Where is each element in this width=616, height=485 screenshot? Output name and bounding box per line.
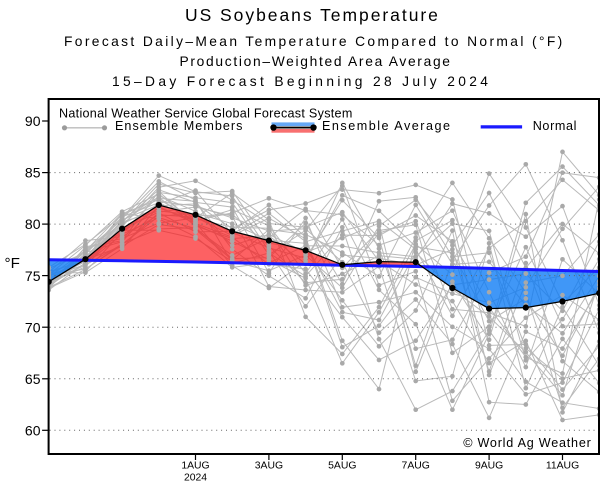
svg-text:60: 60 (25, 422, 41, 438)
svg-text:US Soybeans Temperature: US Soybeans Temperature (185, 5, 440, 25)
svg-text:Ensemble Average: Ensemble Average (322, 119, 452, 133)
svg-text:11AUG: 11AUG (546, 461, 579, 472)
svg-text:°F: °F (5, 255, 20, 272)
svg-text:National Weather Service Globa: National Weather Service Global Forecast… (59, 107, 353, 121)
svg-text:65: 65 (25, 371, 41, 387)
svg-text:3AUG: 3AUG (255, 461, 283, 472)
svg-text:90: 90 (25, 113, 41, 129)
svg-text:1AUG: 1AUG (181, 461, 209, 472)
svg-text:80: 80 (25, 216, 41, 232)
svg-text:75: 75 (25, 268, 41, 284)
svg-text:85: 85 (25, 165, 41, 181)
svg-text:Ensemble Members: Ensemble Members (115, 119, 243, 133)
svg-text:9AUG: 9AUG (475, 461, 503, 472)
svg-text:15–Day Forecast Beginning 28 J: 15–Day Forecast Beginning 28 July 2024 (112, 74, 491, 89)
svg-text:Forecast Daily–Mean Temperatur: Forecast Daily–Mean Temperature Compared… (64, 34, 565, 49)
svg-text:2024: 2024 (184, 472, 207, 483)
svg-text:Normal: Normal (533, 119, 577, 133)
svg-text:Production–Weighted Area Avera: Production–Weighted Area Average (180, 54, 452, 69)
svg-text:© World Ag Weather: © World Ag Weather (463, 436, 591, 450)
svg-text:7AUG: 7AUG (402, 461, 430, 472)
svg-text:5AUG: 5AUG (328, 461, 356, 472)
svg-text:70: 70 (25, 319, 41, 335)
